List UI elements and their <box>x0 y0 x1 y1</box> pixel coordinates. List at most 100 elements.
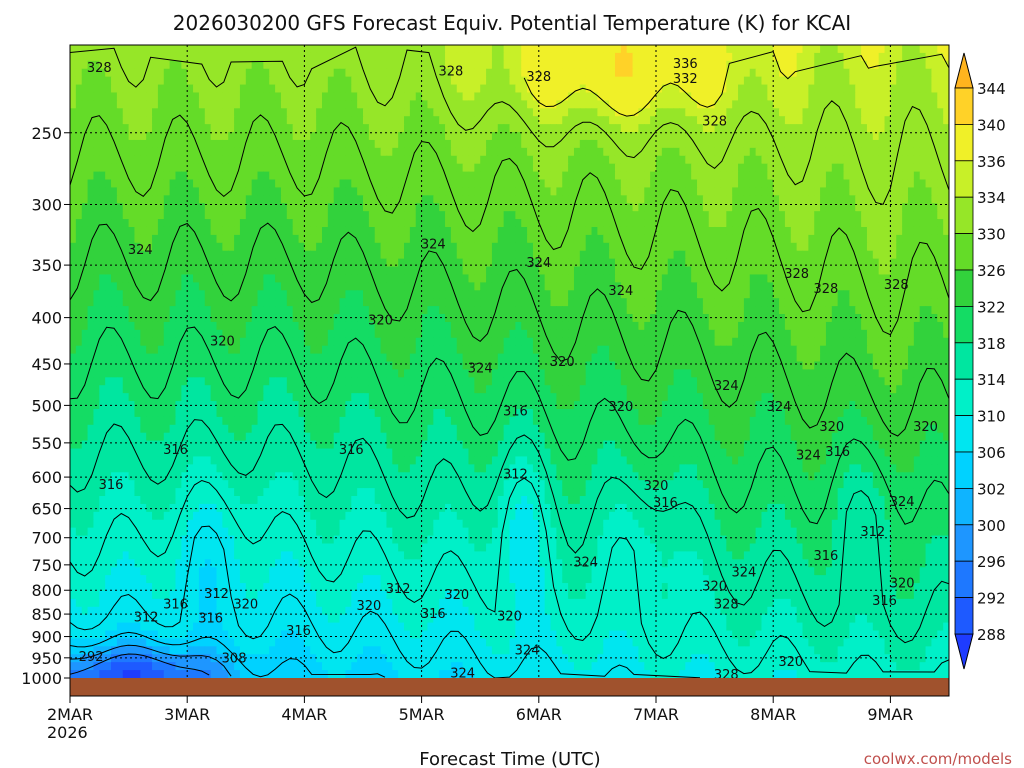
contour-label: 324 <box>450 666 475 681</box>
y-tick-label: 400 <box>31 309 62 328</box>
x-tick-label: 3MAR <box>164 705 210 724</box>
contour-label: 316 <box>503 405 528 420</box>
y-tick-label: 850 <box>31 605 62 624</box>
gridlines <box>69 45 949 678</box>
colorbar-swatch <box>954 560 974 599</box>
contour-label: 320 <box>702 579 727 594</box>
contour-label: 328 <box>702 115 727 130</box>
contour-label: 320 <box>210 334 235 349</box>
colorbar-swatch <box>954 378 974 417</box>
contour-label: 324 <box>608 284 633 299</box>
contour-label: 312 <box>134 610 159 625</box>
contour-label: 320 <box>608 400 633 415</box>
colorbar-swatch <box>954 160 974 198</box>
contour-label: 316 <box>814 549 839 564</box>
contour-label: 328 <box>784 267 809 282</box>
contour-label: 320 <box>550 355 575 370</box>
colorbar: 344 340 336 334 330 326 322 318 314 310 306 302 300 2… <box>954 52 1006 670</box>
contour-label: 312 <box>503 467 528 482</box>
contour-label: 320 <box>819 420 844 435</box>
y-tick-label: 950 <box>31 649 62 668</box>
y-tick-label: 350 <box>31 256 62 275</box>
contour-label: 328 <box>714 598 739 613</box>
contour-label: 328 <box>814 282 839 297</box>
contour-label: 316 <box>163 598 188 613</box>
contour-label: 316 <box>825 445 850 460</box>
colorbar-label: 318 <box>977 335 1006 353</box>
colorbar-label: 296 <box>977 553 1006 571</box>
colorbar-label: 330 <box>977 226 1006 244</box>
contour-label: 332 <box>673 72 698 87</box>
contour-label: 328 <box>526 70 551 85</box>
contour-label: 324 <box>421 237 446 252</box>
x-axis: 2MAR 3MAR 4MAR 5MAR 6MAR 7MAR 8MAR 9MAR <box>47 696 913 724</box>
y-tick-label: 250 <box>31 124 62 143</box>
colorbar-swatch <box>954 487 974 526</box>
contour-label: 320 <box>890 576 915 591</box>
colorbar-swatch <box>954 451 974 489</box>
colorbar-swatch <box>954 87 974 125</box>
ground-band <box>70 678 949 696</box>
contour-label: 316 <box>163 443 188 458</box>
x-year-label: 2026 <box>47 723 88 742</box>
y-tick-label: 750 <box>31 556 62 575</box>
x-tick-label: 5MAR <box>399 705 445 724</box>
contour-label: 316 <box>339 443 364 458</box>
x-tick-label: 7MAR <box>633 705 679 724</box>
y-tick-label: 900 <box>31 628 62 647</box>
colorbar-label: 292 <box>977 590 1006 608</box>
contour-label: 328 <box>438 65 463 80</box>
x-tick-label: 4MAR <box>281 705 327 724</box>
contour-label: 328 <box>87 61 112 76</box>
colorbar-label: 344 <box>977 80 1006 98</box>
colorbar-label: 340 <box>977 116 1006 134</box>
colorbar-swatch <box>954 124 974 162</box>
colorbar-label: 302 <box>977 480 1006 498</box>
contour-label: 320 <box>444 588 469 603</box>
y-tick-label: 800 <box>31 581 62 600</box>
contour-label: 324 <box>515 643 540 658</box>
colorbar-label: 288 <box>977 626 1006 644</box>
contour-label: 336 <box>673 57 698 72</box>
color-bands <box>70 45 949 678</box>
contour-label: 328 <box>884 278 909 293</box>
y-tick-label: 700 <box>31 529 62 548</box>
contour-label: 316 <box>421 607 446 622</box>
colorbar-label: 322 <box>977 298 1006 316</box>
contour-label: 316 <box>198 612 223 627</box>
contour-label: 320 <box>368 314 393 329</box>
contour-label: 324 <box>128 243 153 258</box>
contour-label: 324 <box>890 495 915 510</box>
contour-label: 324 <box>796 449 821 464</box>
contour-label: 312 <box>204 587 229 602</box>
colorbar-swatch <box>954 415 974 453</box>
contour-label: 324 <box>468 361 493 376</box>
colorbar-swatch <box>954 597 974 635</box>
contour-label: 316 <box>872 594 897 609</box>
contour-label: 324 <box>731 566 756 581</box>
contour-label: 320 <box>913 420 938 435</box>
colorbar-swatch <box>954 269 974 307</box>
x-tick-label: 6MAR <box>516 705 562 724</box>
colorbar-swatch <box>954 196 974 234</box>
y-axis: 250 300 350 400 450 500 550 600 650 700 750 800 850 9… <box>21 124 70 688</box>
colorbar-label: 300 <box>977 517 1006 535</box>
contour-label: 292 <box>79 650 104 665</box>
contour-label: 316 <box>286 624 311 639</box>
contour-label: 320 <box>233 598 258 613</box>
contour-label: 316 <box>653 496 678 511</box>
y-tick-label: 450 <box>31 355 62 374</box>
chart-title: 2026030200 GFS Forecast Equiv. Potential… <box>173 11 851 35</box>
contour-label: 312 <box>860 525 885 540</box>
contour-label: 320 <box>497 609 522 624</box>
x-tick-label: 8MAR <box>750 705 796 724</box>
contour-lines <box>70 46 949 678</box>
colorbar-label: 314 <box>977 371 1006 389</box>
y-tick-label: 300 <box>31 195 62 214</box>
colorbar-top-arrow <box>954 52 974 89</box>
contour-label: 324 <box>573 556 598 571</box>
contour-label: 316 <box>99 478 124 493</box>
